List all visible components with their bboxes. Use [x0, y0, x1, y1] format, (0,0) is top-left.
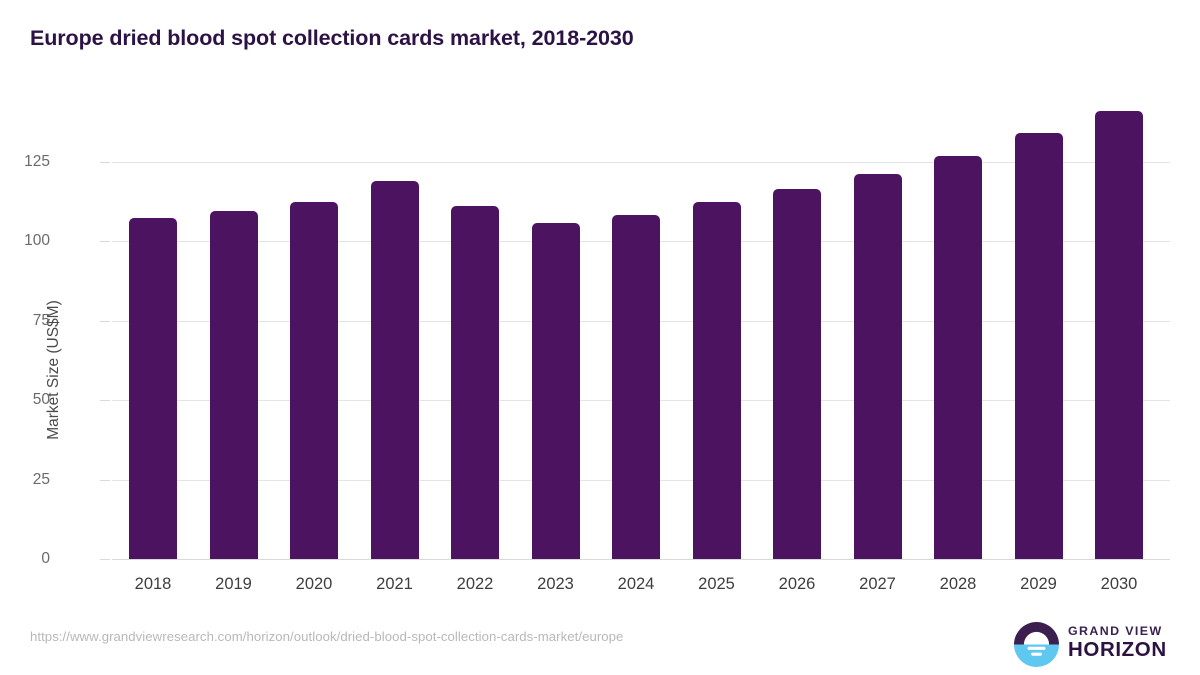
bar-2030[interactable] [1095, 110, 1143, 559]
x-axis-tick-label: 2023 [537, 575, 574, 593]
x-axis-tick-label: 2018 [134, 575, 172, 593]
y-axis-tick [100, 162, 110, 163]
y-axis-tick [100, 400, 110, 402]
bar-2026[interactable] [773, 189, 821, 559]
bar-2019[interactable] [209, 210, 258, 559]
x-axis-tick-label: 2025 [698, 575, 735, 593]
bar-2025[interactable] [692, 202, 741, 559]
page-title: Europe dried blood spot collection cards… [30, 26, 634, 50]
x-axis-tick-label: 2029 [1020, 575, 1057, 593]
logo-line-grand-view: GRAND VIEW [1068, 624, 1163, 638]
y-axis-tick-label: 25 [32, 470, 50, 488]
gridline [112, 162, 1170, 163]
bar-2024[interactable] [612, 214, 660, 559]
y-axis-tick [100, 479, 110, 481]
y-axis-tick-label: 0 [41, 550, 50, 567]
bar-2020[interactable] [290, 202, 338, 559]
bar-2018[interactable] [129, 217, 177, 559]
x-axis-tick-label: 2027 [859, 575, 896, 593]
y-axis-tick-label: 50 [32, 391, 50, 409]
y-axis-tick-label: 75 [32, 311, 50, 329]
y-axis-tick [100, 559, 110, 560]
bar-2027[interactable] [853, 173, 902, 559]
x-axis-tick-label: 2020 [295, 575, 333, 593]
bar-2021[interactable] [370, 181, 419, 559]
x-axis-tick-label: 2019 [215, 575, 252, 593]
bar-2028[interactable] [934, 155, 982, 559]
logo-line-horizon: HORIZON [1068, 638, 1167, 661]
x-axis-tick-label: 2021 [376, 575, 413, 593]
source-url: https://www.grandviewresearch.com/horizo… [30, 629, 624, 644]
y-axis-tick [100, 241, 110, 243]
brand-logo: GRAND VIEW HORIZON [1014, 620, 1174, 670]
bar-2029[interactable] [1014, 133, 1063, 559]
logo-wordmark: GRAND VIEW HORIZON [1068, 624, 1167, 662]
bar-2023[interactable] [531, 222, 580, 559]
x-axis-tick-label: 2022 [456, 575, 494, 593]
x-axis-tick-label: 2024 [617, 575, 655, 593]
plot-area: Market Size (US$M) 0 25 50 75 100 125 2018 201… [24, 110, 1172, 593]
horizon-logo-icon [1014, 622, 1059, 667]
y-axis-tick-label: 100 [24, 232, 50, 250]
gridline [112, 559, 1170, 560]
y-axis-tick [100, 320, 110, 322]
x-axis-tick-label: 2028 [939, 575, 977, 593]
y-axis-tick-label: 125 [24, 153, 50, 170]
x-axis-tick-label: 2026 [778, 575, 816, 593]
x-axis-tick-label: 2030 [1100, 575, 1138, 593]
bar-2022[interactable] [451, 205, 499, 559]
